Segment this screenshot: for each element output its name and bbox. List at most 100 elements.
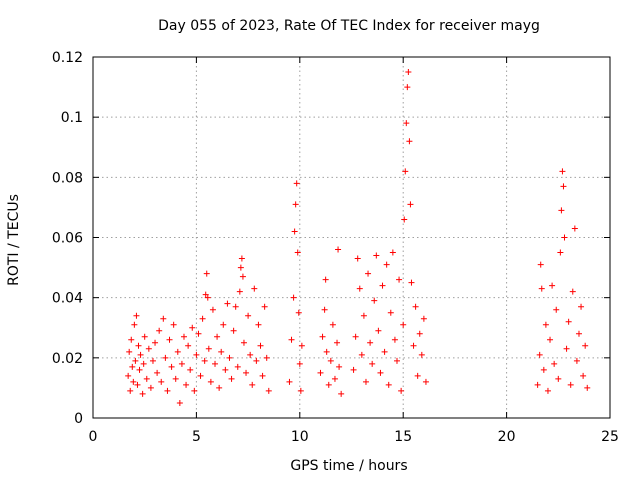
data-point: [338, 390, 345, 397]
data-point: [191, 387, 198, 394]
data-point: [293, 180, 300, 187]
data-point: [134, 381, 141, 388]
data-point: [199, 315, 206, 322]
data-point: [218, 348, 225, 355]
data-point: [185, 342, 192, 349]
data-point: [420, 315, 427, 322]
data-point: [325, 381, 332, 388]
data-point: [228, 375, 235, 382]
data-point: [538, 285, 545, 292]
data-point: [418, 351, 425, 358]
data-point: [294, 249, 301, 256]
data-point: [149, 357, 156, 364]
data-point: [257, 342, 264, 349]
data-point: [141, 333, 148, 340]
x-tick-label: 0: [89, 429, 98, 445]
data-point: [534, 381, 541, 388]
data-point: [404, 84, 411, 91]
data-point: [329, 321, 336, 328]
data-point: [407, 201, 414, 208]
chart-title: Day 055 of 2023, Rate Of TEC Index for r…: [158, 18, 540, 34]
data-point: [558, 207, 565, 214]
data-point: [230, 327, 237, 334]
data-point: [259, 372, 266, 379]
x-tick-label: 20: [498, 429, 516, 445]
x-tick-labels: 0 5 10 15 20 25: [89, 429, 619, 445]
data-point: [584, 384, 591, 391]
data-point: [132, 357, 139, 364]
data-point: [387, 309, 394, 316]
data-point: [168, 363, 175, 370]
data-point: [571, 225, 578, 232]
data-point: [321, 306, 328, 313]
data-point: [553, 306, 560, 313]
data-point: [220, 321, 227, 328]
data-point: [582, 342, 589, 349]
data-point: [398, 387, 405, 394]
data-point: [360, 312, 367, 319]
data-point: [286, 378, 293, 385]
data-point: [412, 303, 419, 310]
data-point: [265, 387, 272, 394]
data-point: [565, 318, 572, 325]
data-point: [537, 261, 544, 268]
data-point: [549, 282, 556, 289]
data-point: [156, 327, 163, 334]
data-point: [405, 69, 412, 76]
data-point: [172, 375, 179, 382]
data-point: [193, 351, 200, 358]
data-point: [336, 363, 343, 370]
y-tick-label: 0.02: [52, 351, 83, 367]
data-point: [547, 336, 554, 343]
data-point: [189, 324, 196, 331]
data-point: [154, 369, 161, 376]
data-point: [377, 369, 384, 376]
data-point: [385, 381, 392, 388]
data-point: [216, 384, 223, 391]
data-point: [209, 306, 216, 313]
y-tick-labels: 0 0.02 0.04 0.06 0.08 0.1 0.12: [52, 50, 83, 427]
data-point: [410, 342, 417, 349]
data-point: [573, 357, 580, 364]
data-point: [402, 168, 409, 175]
data-point: [195, 330, 202, 337]
data-point: [236, 288, 243, 295]
data-point: [317, 369, 324, 376]
data-point: [557, 249, 564, 256]
data-point: [203, 270, 210, 277]
data-point: [180, 333, 187, 340]
data-point: [247, 351, 254, 358]
data-point: [261, 303, 268, 310]
data-point: [253, 357, 260, 364]
data-point: [224, 300, 231, 307]
data-point: [178, 360, 185, 367]
data-point: [383, 261, 390, 268]
data-point: [158, 378, 165, 385]
data-point: [575, 330, 582, 337]
data-point: [381, 348, 388, 355]
data-point: [369, 360, 376, 367]
data-point: [389, 249, 396, 256]
data-point: [226, 354, 233, 361]
data-point: [335, 246, 342, 253]
data-point: [292, 201, 299, 208]
data-point: [222, 366, 229, 373]
data-point: [298, 342, 305, 349]
axis-ticks: [92, 56, 611, 419]
data-point: [126, 348, 133, 355]
data-point: [207, 378, 214, 385]
data-point: [350, 366, 357, 373]
data-point: [176, 399, 183, 406]
x-tick-label: 10: [291, 429, 309, 445]
data-point: [204, 294, 211, 301]
data-point: [396, 276, 403, 283]
data-point: [183, 381, 190, 388]
data-point: [240, 339, 247, 346]
data-point: [249, 381, 256, 388]
data-point: [237, 264, 244, 271]
data-point: [214, 333, 221, 340]
y-tick-label: 0.06: [52, 231, 83, 247]
data-point: [143, 375, 150, 382]
data-point: [234, 363, 241, 370]
data-point: [401, 216, 408, 223]
